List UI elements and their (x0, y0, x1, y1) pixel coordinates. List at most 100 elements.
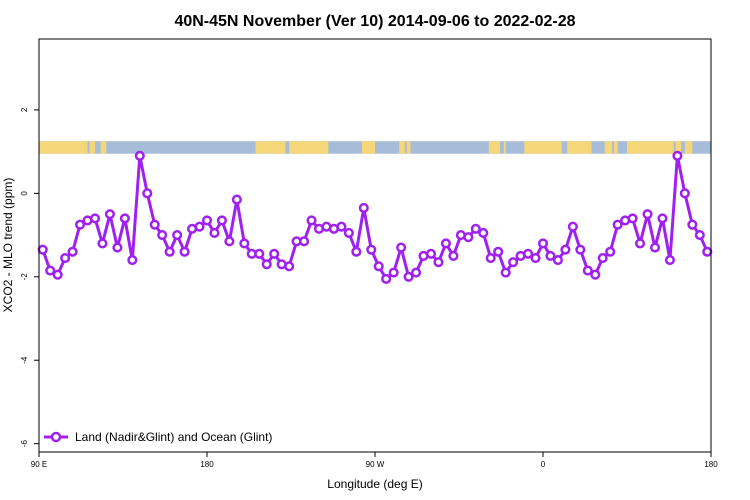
y-tick-label: 0 (20, 191, 29, 196)
y-tick-label: -2 (20, 273, 29, 281)
y-tick-label: -4 (20, 356, 29, 364)
x-tick-label: 180 (200, 460, 214, 469)
land-band-segment (684, 141, 693, 154)
data-point (672, 150, 683, 161)
data-point (89, 213, 101, 224)
data-point (216, 215, 227, 226)
data-point (500, 267, 511, 278)
data-point (649, 242, 661, 253)
data-point (224, 236, 235, 247)
land-band-segment (627, 141, 674, 154)
land-band-segment (255, 141, 286, 154)
data-point (343, 227, 354, 239)
data-point (612, 219, 623, 230)
data-point (388, 267, 399, 278)
data-point (597, 252, 608, 264)
data-point (664, 255, 675, 266)
data-point (269, 248, 280, 259)
data-point (104, 209, 115, 220)
data-point (127, 255, 138, 266)
data-point (448, 250, 459, 261)
data-point (523, 248, 534, 259)
x-tick-label: 180 (704, 460, 718, 469)
data-point (470, 223, 481, 234)
data-point (209, 227, 220, 239)
data-point (112, 242, 123, 253)
data-point (552, 255, 563, 266)
data-point (351, 246, 362, 257)
series-points (37, 150, 713, 284)
data-point (358, 202, 369, 214)
land-band-segment (488, 141, 501, 154)
legend-point-marker (50, 431, 62, 443)
data-point (560, 244, 571, 255)
data-point (440, 238, 451, 249)
data-point (463, 232, 474, 243)
land-band-segment (604, 141, 613, 154)
data-point (403, 271, 414, 282)
data-point (694, 230, 705, 241)
data-point (627, 213, 638, 224)
data-point (75, 219, 86, 230)
data-point (642, 209, 653, 220)
data-point (687, 219, 698, 230)
land-band-segment (503, 141, 506, 154)
surface-band (39, 141, 711, 154)
land-band-segment (675, 141, 682, 154)
data-point (373, 261, 384, 272)
data-point (411, 267, 422, 278)
data-point (508, 257, 519, 268)
series-line-layer (41, 154, 709, 281)
land-band-segment (39, 141, 88, 154)
data-point (254, 248, 265, 259)
data-point (381, 273, 392, 284)
data-point (142, 188, 153, 199)
data-point (97, 238, 108, 249)
data-point (396, 242, 407, 253)
land-band-segment (406, 141, 411, 154)
data-point (537, 238, 549, 249)
land-band-segment (361, 141, 375, 154)
data-point (172, 230, 183, 241)
data-point (284, 261, 295, 272)
data-point (545, 250, 556, 261)
land-band-segment (89, 141, 95, 154)
data-point (657, 213, 668, 224)
data-point (366, 244, 377, 255)
data-point (299, 236, 310, 247)
y-tick-label: -6 (20, 440, 29, 448)
data-point (605, 246, 616, 257)
data-point (635, 238, 646, 249)
data-point (261, 259, 272, 270)
data-point (52, 269, 63, 280)
data-point (179, 246, 190, 257)
data-point (530, 252, 541, 264)
chart-title: 40N-45N November (Ver 10) 2014-09-06 to … (174, 13, 575, 30)
data-point (433, 257, 444, 268)
x-axis-label: Longitude (deg E) (327, 477, 422, 491)
data-point (679, 188, 690, 199)
legend: Land (Nadir&Glint) and Ocean (Glint) (44, 430, 272, 444)
x-tick-label: 0 (541, 460, 546, 469)
data-point (134, 150, 145, 161)
land-band-segment (524, 141, 562, 154)
data-point (485, 252, 496, 264)
data-point (201, 215, 213, 226)
data-point (425, 248, 437, 259)
data-point (306, 215, 317, 226)
land-band-segment (289, 141, 329, 154)
data-point (575, 244, 586, 255)
data-point (478, 227, 489, 239)
data-point (239, 238, 250, 249)
data-point (231, 194, 242, 205)
data-point (336, 221, 347, 232)
data-point (119, 213, 130, 224)
data-point (194, 221, 205, 232)
data-point (149, 219, 160, 230)
land-band-segment (567, 141, 592, 154)
data-point (164, 246, 175, 257)
data-point (567, 221, 578, 232)
data-point (590, 269, 601, 280)
data-point (702, 246, 713, 257)
